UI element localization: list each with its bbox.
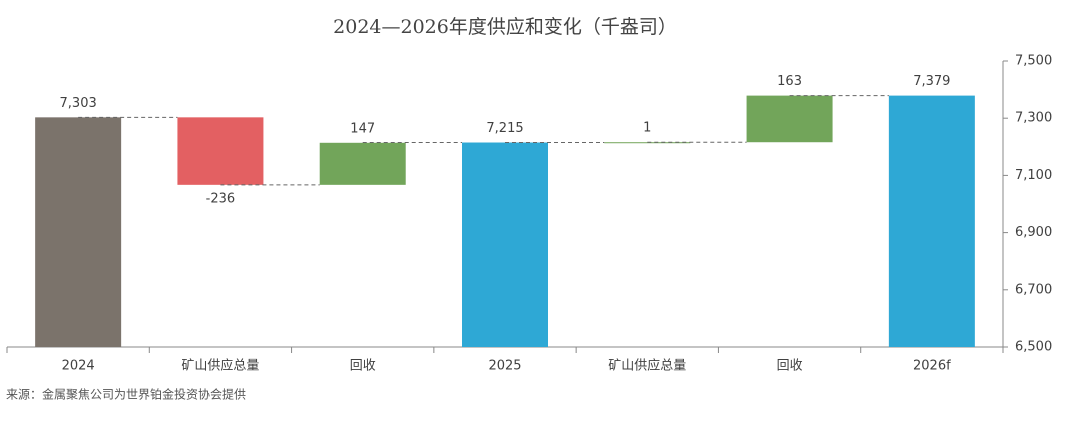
x-tick-label: 2025 [488, 359, 521, 374]
y-tick-label: 7,100 [1015, 168, 1052, 183]
bar [746, 95, 833, 143]
y-tick-label: 6,700 [1015, 282, 1052, 297]
bar [888, 95, 975, 347]
x-tick-label: 矿山供应总量 [181, 358, 259, 374]
x-tick-label: 2024 [62, 359, 95, 374]
bar [462, 142, 548, 347]
bar [177, 117, 264, 185]
value-label: 1 [643, 121, 651, 136]
value-label: 147 [350, 121, 375, 136]
x-tick-label: 2026f [913, 359, 951, 374]
x-tick-label: 矿山供应总量 [608, 358, 686, 374]
value-label: 7,379 [913, 74, 950, 89]
bar [319, 142, 406, 185]
value-label: 7,303 [60, 96, 97, 111]
y-tick-label: 6,900 [1015, 225, 1052, 240]
x-tick-label: 回收 [777, 359, 803, 374]
value-label: 163 [777, 74, 802, 89]
value-label: 7,215 [486, 121, 523, 136]
y-tick-label: 7,500 [1015, 54, 1052, 69]
y-tick-label: 7,300 [1015, 111, 1052, 126]
x-tick-label: 回收 [350, 359, 376, 374]
value-label: -236 [206, 191, 236, 206]
chart-title: 2024—2026年度供应和变化（千盎司） [333, 16, 677, 38]
source-note: 来源：金属聚焦公司为世界铂金投资协会提供 [6, 387, 246, 402]
y-tick-label: 6,500 [1015, 340, 1052, 355]
bar [35, 117, 122, 347]
